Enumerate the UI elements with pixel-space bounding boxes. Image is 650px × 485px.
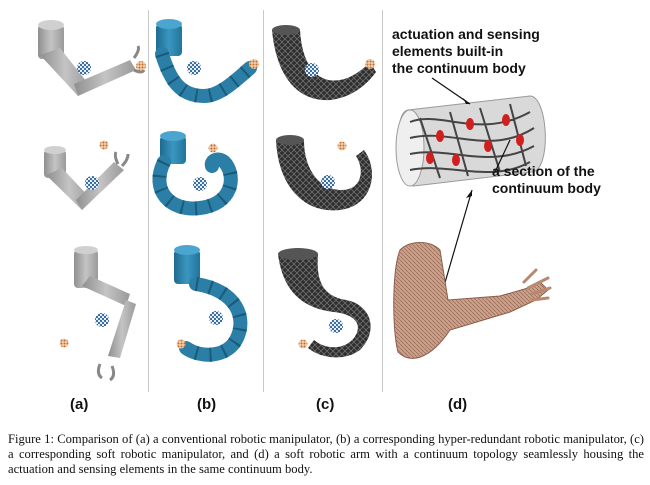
soft-robotic-arm — [393, 242, 552, 359]
hyper-redundant-row2 — [152, 131, 238, 216]
rigid-manipulator-row2 — [44, 140, 130, 210]
annotation-builtin: actuation and sensing elements built-in … — [392, 26, 540, 77]
annotation-line: continuum body — [492, 180, 601, 196]
column-divider — [382, 10, 383, 392]
annotation-line: elements built-in — [392, 43, 504, 59]
soft-manipulator-row3 — [278, 248, 371, 358]
figure: actuation and sensing elements built-in … — [38, 10, 601, 413]
continuum-section — [395, 95, 546, 187]
soft-manipulator-row1 — [272, 25, 376, 101]
panel-label-b: (b) — [197, 396, 217, 413]
pointer-arrows — [431, 77, 511, 287]
hyper-redundant-row1 — [155, 19, 259, 104]
panel-label-c: (c) — [316, 396, 335, 413]
hyper-redundant-row3 — [174, 245, 248, 362]
annotation-line: actuation and sensing — [392, 26, 540, 42]
panel-label-a: (a) — [70, 396, 89, 413]
annotation-line: a section of the — [492, 163, 595, 179]
panel-label-d: (d) — [448, 396, 468, 413]
annotation-section: a section of the continuum body — [492, 163, 601, 197]
figure-illustration — [38, 19, 552, 382]
figure-caption: Figure 1: Comparison of (a) a convention… — [8, 432, 644, 476]
soft-manipulator-row2 — [276, 135, 372, 211]
rigid-manipulator-row1 — [38, 20, 146, 96]
column-divider — [148, 10, 149, 392]
column-divider — [263, 10, 264, 392]
annotation-line: the continuum body — [392, 60, 526, 76]
rigid-manipulator-row3 — [59, 246, 136, 382]
